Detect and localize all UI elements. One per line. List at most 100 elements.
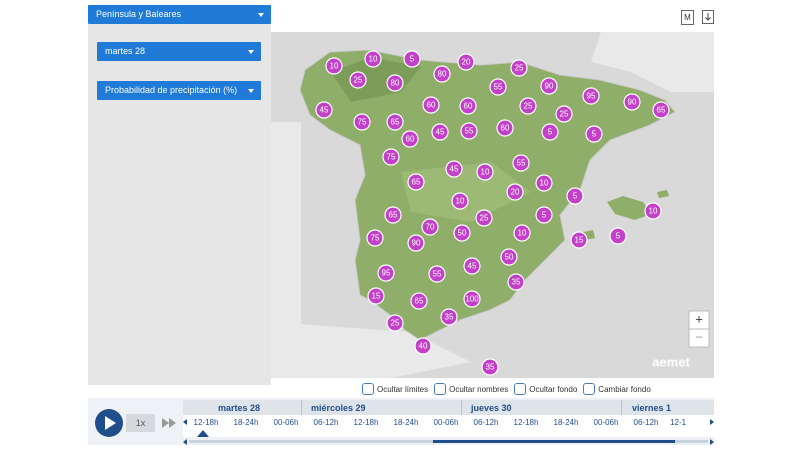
marker-value: 40 bbox=[419, 342, 428, 351]
mallorca bbox=[607, 196, 651, 220]
marker-dot bbox=[386, 113, 404, 131]
marker-value: 60 bbox=[464, 102, 473, 111]
marker: 40 bbox=[414, 337, 432, 355]
fast-forward[interactable] bbox=[162, 418, 176, 428]
region-selector[interactable]: Península y Baleares bbox=[88, 5, 271, 24]
marker: 20 bbox=[506, 183, 524, 201]
marker-value: 25 bbox=[560, 110, 569, 119]
marker: 55 bbox=[512, 154, 530, 172]
marker-value: 5 bbox=[592, 130, 597, 139]
marker: 25 bbox=[510, 59, 528, 77]
options: Ocultar límites Ocultar nombres Ocultar fo… bbox=[362, 383, 651, 395]
marker-dot bbox=[386, 74, 404, 92]
marker-dot bbox=[382, 148, 400, 166]
marker-value: 25 bbox=[524, 102, 533, 111]
option[interactable]: Ocultar nombres bbox=[434, 383, 508, 395]
time-slot[interactable]: 12-18h bbox=[353, 418, 379, 427]
marker-value: 70 bbox=[426, 223, 435, 232]
marker: 90 bbox=[623, 93, 641, 111]
option-label: Ocultar límites bbox=[377, 384, 429, 394]
map-button[interactable]: M bbox=[681, 10, 694, 25]
time-slot[interactable]: 06-12h bbox=[473, 418, 499, 427]
marker-value: 5 bbox=[548, 128, 553, 137]
time-slot[interactable]: 18-24h bbox=[393, 418, 419, 427]
marker-value: 10 bbox=[540, 179, 549, 188]
marker-value: 90 bbox=[545, 82, 554, 91]
marker: 60 bbox=[422, 96, 440, 114]
checkbox[interactable] bbox=[514, 383, 527, 395]
marker-dot bbox=[476, 163, 494, 181]
marker: 25 bbox=[475, 209, 493, 227]
option[interactable]: Cambiar fondo bbox=[583, 383, 651, 395]
marker-dot bbox=[457, 53, 475, 71]
time-slot[interactable]: 00-06h bbox=[593, 418, 619, 427]
marker: 25 bbox=[349, 71, 367, 89]
marker: 35 bbox=[507, 273, 525, 291]
marker-value: 5 bbox=[542, 211, 547, 220]
marker-dot bbox=[315, 101, 333, 119]
day-label: jueves 30 bbox=[471, 403, 512, 413]
checkbox[interactable] bbox=[434, 383, 447, 395]
marker-value: 60 bbox=[501, 124, 510, 133]
zoom-out[interactable]: − bbox=[695, 329, 703, 344]
variable-selector[interactable]: Probabilidad de precipitación (%) bbox=[97, 81, 261, 100]
marker-dot bbox=[401, 130, 419, 148]
marker-value: 55 bbox=[494, 83, 503, 92]
slot-row bbox=[183, 415, 714, 437]
day-label: martes 28 bbox=[218, 403, 261, 413]
speed[interactable]: 1x bbox=[126, 414, 155, 432]
marker: 5 bbox=[403, 50, 421, 68]
time-slot[interactable]: 06-12h bbox=[313, 418, 339, 427]
marker-dot bbox=[510, 59, 528, 77]
time-slot[interactable]: 12-18h bbox=[513, 418, 539, 427]
marker-value: 20 bbox=[462, 58, 471, 67]
zoom-control bbox=[688, 310, 710, 348]
marker-dot bbox=[349, 71, 367, 89]
checkbox[interactable] bbox=[362, 383, 374, 395]
time-slot[interactable]: 18-24h bbox=[553, 418, 579, 427]
option-label: Cambiar fondo bbox=[598, 384, 651, 394]
marker-dot bbox=[445, 160, 463, 178]
option-label: Ocultar nombres bbox=[449, 384, 509, 394]
zoom-in[interactable]: + bbox=[695, 311, 703, 326]
marker: 90 bbox=[407, 234, 425, 252]
marker: 50 bbox=[500, 248, 518, 266]
day-divider bbox=[621, 400, 622, 415]
time-slot[interactable]: 00-06h bbox=[433, 418, 459, 427]
time-slot[interactable]: 06-12h bbox=[633, 418, 659, 427]
marker: 25 bbox=[519, 97, 537, 115]
play-button[interactable] bbox=[94, 408, 124, 438]
france bbox=[591, 32, 714, 92]
download-button[interactable] bbox=[702, 10, 714, 24]
marker-dot bbox=[555, 105, 573, 123]
marker-dot bbox=[496, 119, 514, 137]
option[interactable]: Ocultar límites bbox=[362, 383, 428, 395]
marker: 65 bbox=[652, 101, 670, 119]
marker-value: 10 bbox=[330, 62, 339, 71]
time-slot[interactable]: 00-06h bbox=[273, 418, 299, 427]
time-slot[interactable]: 18-24h bbox=[233, 418, 259, 427]
day-divider bbox=[301, 400, 302, 415]
marker-dot bbox=[541, 123, 559, 141]
marker-dot bbox=[428, 265, 446, 283]
marker: 35 bbox=[440, 308, 458, 326]
marker-dot bbox=[535, 206, 553, 224]
marker-dot bbox=[431, 123, 449, 141]
option[interactable]: Ocultar fondo bbox=[514, 383, 577, 395]
day-row bbox=[183, 400, 714, 415]
day-selector[interactable]: martes 28 bbox=[97, 42, 261, 61]
time-slot[interactable]: 12-1 bbox=[670, 418, 687, 427]
marker-dot bbox=[440, 308, 458, 326]
marker-dot bbox=[364, 50, 382, 68]
marker: 5 bbox=[541, 123, 559, 141]
logo: aemet bbox=[652, 354, 690, 369]
marker-dot bbox=[407, 234, 425, 252]
africa bbox=[271, 322, 471, 378]
marker-value: 25 bbox=[391, 319, 400, 328]
time-slot[interactable]: 12-18h bbox=[193, 418, 219, 427]
checkbox[interactable] bbox=[583, 383, 596, 395]
marker-dot bbox=[519, 97, 537, 115]
marker: 95 bbox=[377, 264, 395, 282]
